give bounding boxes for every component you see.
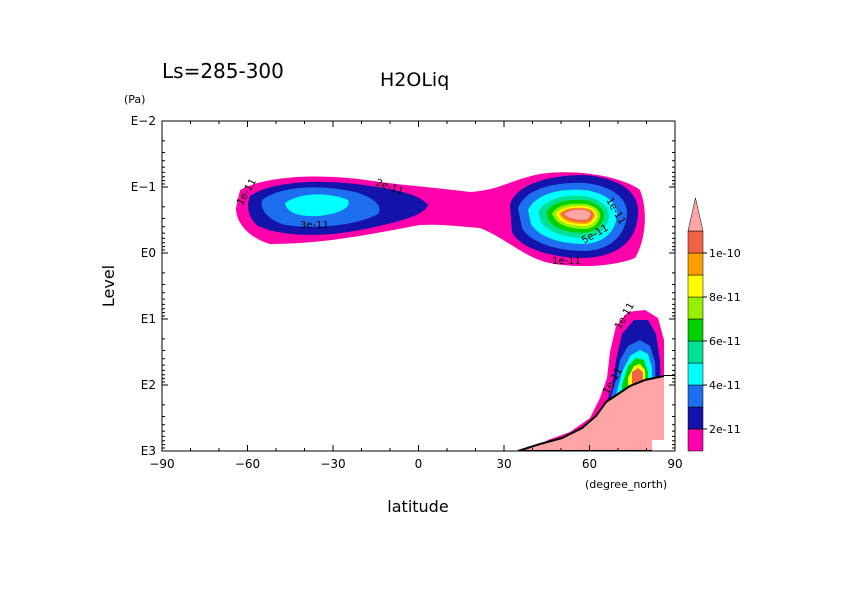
topography-white-notch xyxy=(664,376,675,451)
x-tick-labels: −90 −60 −30 0 30 60 90 xyxy=(149,457,682,471)
colorbar-tick-label: 6e-11 xyxy=(709,335,741,348)
colorbar-tick-label: 8e-11 xyxy=(709,291,741,304)
colorbar-extend-triangle xyxy=(687,197,704,232)
x-tick-label: 60 xyxy=(582,457,597,471)
x-axis-label: latitude xyxy=(387,497,448,516)
colorbar-swatch xyxy=(687,274,704,298)
y-tick-label: E3 xyxy=(141,444,156,458)
chart-title: H2OLiq xyxy=(380,69,449,91)
colorbar-swatch xyxy=(687,428,704,452)
x-tick-label: −30 xyxy=(320,457,345,471)
y-tick-label: E0 xyxy=(141,246,156,260)
x-tick-label: 90 xyxy=(667,457,682,471)
colorbar-tick-label: 1e-10 xyxy=(709,247,741,260)
colorbar-tick-label: 4e-11 xyxy=(709,379,741,392)
y-tick-label: E2 xyxy=(141,378,156,392)
plot-frame xyxy=(161,120,676,452)
contour-n-level-11 xyxy=(564,209,591,220)
x-unit-label: (degree_north) xyxy=(585,478,667,491)
x-tick-label: 30 xyxy=(496,457,511,471)
topography-mask xyxy=(517,375,675,451)
y-tick-label: E1 xyxy=(141,312,156,326)
contour-fill-layer xyxy=(236,172,675,451)
y-axis-label: Level xyxy=(99,265,118,307)
colorbar-swatch xyxy=(687,340,704,364)
contour-label: 1e-11 xyxy=(552,256,581,267)
colorbar-swatch xyxy=(687,296,704,320)
colorbar-swatch xyxy=(687,318,704,342)
colorbar-swatch xyxy=(687,384,704,408)
x-tick-label: −60 xyxy=(235,457,260,471)
colorbar-tick-label: 2e-11 xyxy=(709,423,741,436)
chart-subtitle: Ls=285-300 xyxy=(162,59,284,83)
y-tick-label: E−1 xyxy=(131,180,156,194)
colorbar: 2e-11 4e-11 6e-11 8e-11 1e-10 xyxy=(687,197,741,452)
y-tick-label: E−2 xyxy=(131,114,156,128)
colorbar-swatch xyxy=(687,252,704,276)
contour-s-level-4 xyxy=(285,194,349,217)
y-unit-label: (Pa) xyxy=(124,93,145,106)
y-tick-labels: E−2 E−1 E0 E1 E2 E3 xyxy=(131,114,156,458)
x-tick-label: 0 xyxy=(415,457,423,471)
axis-ticks xyxy=(161,120,676,451)
colorbar-swatch xyxy=(687,362,704,386)
topography-white-notch-2 xyxy=(652,440,664,451)
colorbar-swatch xyxy=(687,406,704,430)
contour-label: 3e-11 xyxy=(300,220,329,231)
x-tick-label: −90 xyxy=(149,457,174,471)
colorbar-swatch xyxy=(687,230,704,254)
